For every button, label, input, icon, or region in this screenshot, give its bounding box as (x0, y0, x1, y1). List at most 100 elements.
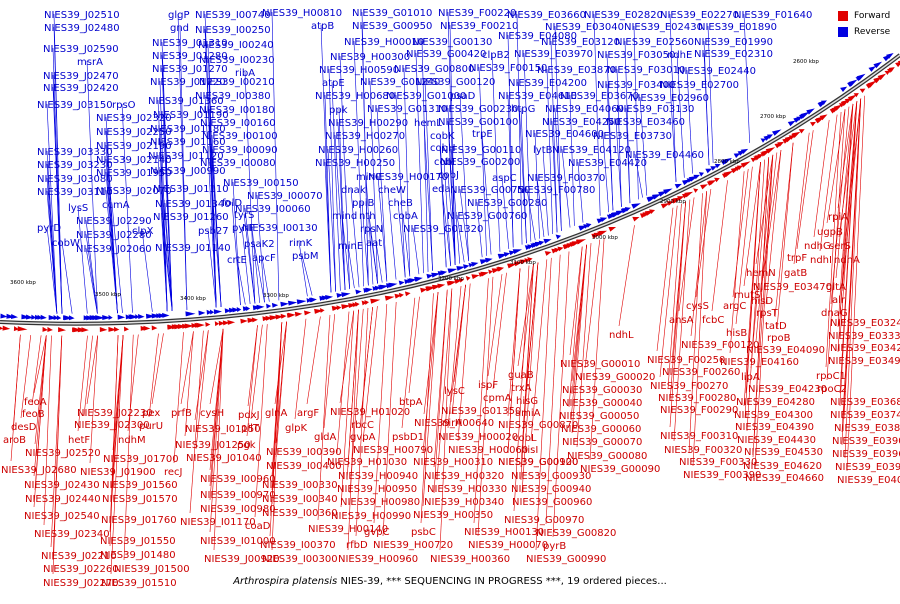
reverse-gene-label: NIES39_J01270 (152, 64, 228, 75)
forward-gene-arrow (459, 277, 465, 283)
forward-gene-arrow (275, 314, 284, 320)
connector-line (123, 334, 134, 561)
reverse-gene-label: NIES39_I00740 (195, 10, 271, 21)
forward-gene-label: NIES39_I01000 (200, 536, 276, 547)
connector-line (743, 161, 761, 287)
reverse-gene-label: NIES39_I00100 (202, 131, 278, 142)
reverse-gene-label: NIES39_E04060 (545, 104, 624, 115)
connector-line (339, 310, 355, 404)
reverse-gene-label: cobA (393, 211, 418, 222)
reverse-gene-arrow (209, 309, 215, 315)
forward-gene-arrow (99, 327, 108, 332)
reverse-gene-arrow (624, 207, 631, 212)
reverse-gene-label: cheW (378, 185, 406, 196)
connector-line (204, 94, 217, 308)
forward-gene-arrow (124, 326, 129, 332)
connector-line (369, 227, 378, 284)
reverse-gene-arrow (471, 262, 479, 267)
forward-gene-label: NIES39_E03680 (830, 397, 900, 408)
connector-line (209, 328, 224, 405)
connector-line (520, 107, 527, 244)
reverse-gene-label: nth (359, 211, 376, 222)
reverse-gene-arrow (53, 315, 59, 320)
forward-gene-label: pex (142, 408, 160, 419)
forward-gene-arrow (471, 274, 480, 280)
forward-gene-arrow (214, 321, 220, 327)
reverse-gene-label: rimK (289, 238, 313, 249)
connector-line (341, 214, 351, 290)
forward-gene-label: NIES39_I00340 (262, 494, 338, 505)
tick-label: 3200 kbp (438, 276, 464, 282)
reverse-gene-label: NIES39_G00100 (438, 117, 518, 128)
reverse-gene-label: NIES39_E03670 (560, 91, 639, 102)
connector-line (77, 335, 88, 432)
reverse-gene-label: NIES39_J02510 (44, 10, 120, 21)
forward-gene-arrow (853, 93, 859, 98)
forward-gene-label: psbD1 (392, 432, 424, 443)
forward-gene-label: rpoC2 (817, 384, 847, 395)
forward-gene-label: NIES39_G00960 (512, 497, 592, 508)
reverse-gene-label: NIES39_E04200 (508, 78, 587, 89)
connector-line (20, 335, 32, 419)
connector-line (550, 40, 558, 233)
reverse-gene-label: NIES39_E03970 (514, 49, 593, 60)
reverse-gene-label: NIES39_I00230 (199, 55, 275, 66)
connector-line (373, 304, 388, 524)
reverse-gene-arrow (800, 111, 810, 119)
connector-line (755, 154, 774, 342)
connector-line (421, 40, 429, 272)
connector-line (481, 132, 492, 255)
forward-gene-label: rpoB (767, 333, 791, 344)
tick-label: 3100 kbp (510, 260, 536, 266)
connector-line (180, 331, 194, 405)
forward-gene-label: NIES39_G00100 (498, 457, 578, 468)
forward-gene-label: NIES39_E03740 (830, 410, 900, 421)
connector-line (244, 207, 256, 304)
reverse-gene-arrow (772, 129, 782, 136)
reverse-gene-label: NIES39_G00200 (440, 157, 520, 168)
forward-gene-label: ndhM (118, 435, 146, 446)
reverse-gene-label: clpB2 (482, 50, 510, 61)
forward-gene-label: trxA (511, 383, 532, 394)
reverse-gene-label: aspC (492, 173, 517, 184)
connector-line (774, 142, 794, 318)
forward-gene-label: NIES39_J02440 (25, 494, 101, 505)
reverse-gene-label: NIES39_E04080 (498, 31, 577, 42)
connector-line (837, 103, 854, 353)
forward-gene-arrow (819, 114, 828, 121)
connector-line (669, 83, 677, 182)
forward-gene-arrow (677, 196, 685, 201)
forward-gene-arrow (114, 326, 120, 332)
reverse-gene-arrow (224, 308, 231, 314)
reverse-gene-arrow (0, 313, 8, 319)
connector-line (231, 201, 241, 306)
forward-gene-arrow (557, 246, 564, 252)
reverse-gene-label: NIES39_J00990 (150, 166, 226, 177)
reverse-gene-label: NIES39_J03080 (37, 174, 113, 185)
forward-gene-label: pilT (241, 423, 260, 434)
reverse-gene-label: glgP (168, 10, 190, 21)
reverse-gene-label: NIES39_J02470 (43, 71, 119, 82)
connector-line (209, 328, 224, 533)
connector-line (841, 98, 862, 446)
reverse-gene-label: NIES39_J01310 (152, 38, 228, 49)
reverse-swatch (838, 27, 848, 37)
forward-gene-label: NIES39_G00940 (511, 484, 591, 495)
connector-line (667, 203, 682, 390)
reverse-gene-arrow (102, 315, 111, 320)
forward-gene-label: NIES39_G00050 (559, 411, 639, 422)
reverse-gene-label: NIES39_J03230 (37, 160, 113, 171)
forward-gene-label: NIES39_E03810 (834, 423, 900, 434)
forward-gene-arrow (877, 73, 887, 81)
forward-gene-arrow (847, 94, 857, 102)
connector-line (251, 226, 261, 303)
forward-gene-label: serS (829, 241, 851, 252)
connector-line (551, 120, 558, 233)
forward-gene-arrow (693, 188, 699, 193)
reverse-gene-label: aat (366, 238, 382, 249)
forward-gene-label: NIES39_E03330 (828, 331, 900, 342)
legend-forward: Forward (838, 8, 890, 24)
connector-line (256, 194, 265, 303)
forward-gene-label: ugpB (817, 227, 843, 238)
connector-line (507, 34, 514, 248)
